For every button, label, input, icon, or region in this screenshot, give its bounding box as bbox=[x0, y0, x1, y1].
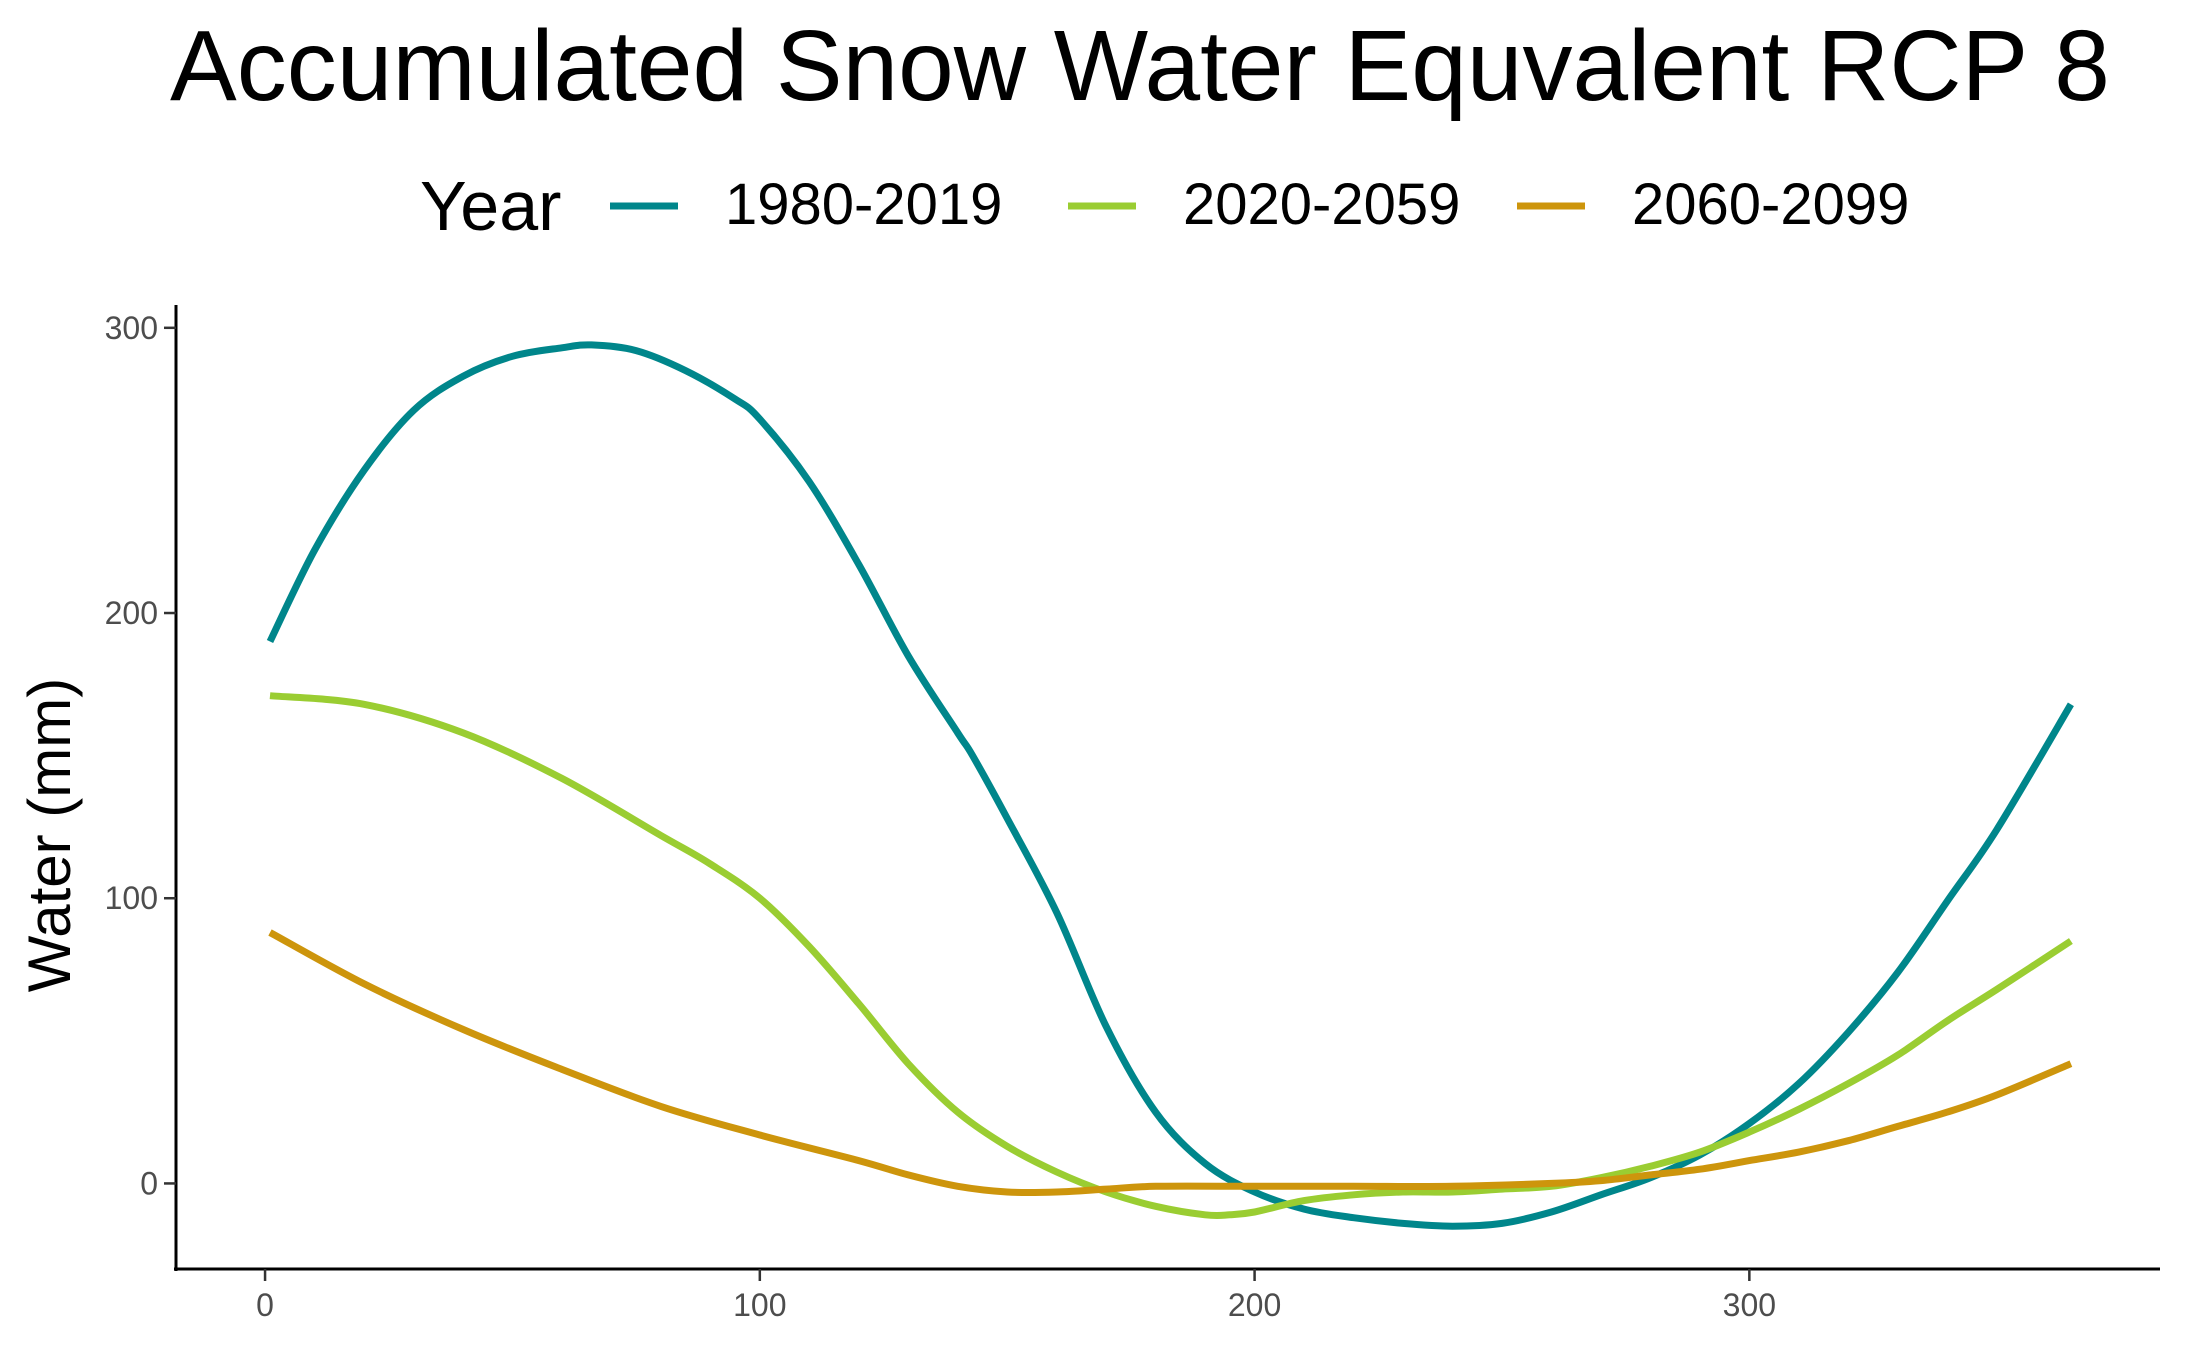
y-tick-label: 0 bbox=[140, 1165, 158, 1201]
x-tick-label: 100 bbox=[733, 1287, 786, 1323]
series-line-2020-2059 bbox=[269, 692, 2073, 1220]
series-line-2060-2099 bbox=[268, 929, 2073, 1197]
legend-label: 2060-2099 bbox=[1632, 172, 1909, 237]
x-ticks: 0 100 200 300 bbox=[256, 1269, 1776, 1323]
series-line-1980-2019 bbox=[266, 341, 2074, 1230]
legend-label: 2020-2059 bbox=[1183, 172, 1460, 237]
x-tick-label: 0 bbox=[256, 1287, 274, 1323]
legend: Year 1980-2019 2020-2059 2060-2099 bbox=[420, 167, 1909, 245]
series-layer bbox=[266, 341, 2074, 1230]
y-tick-label: 200 bbox=[105, 595, 158, 631]
y-axis-label: Water (mm) bbox=[16, 678, 83, 992]
y-tick-label: 300 bbox=[105, 310, 158, 346]
legend-label: 1980-2019 bbox=[725, 172, 1002, 237]
legend-title: Year bbox=[420, 167, 561, 245]
y-ticks: 0 100 200 300 bbox=[105, 310, 176, 1201]
x-tick-label: 300 bbox=[1723, 1287, 1776, 1323]
x-tick-label: 200 bbox=[1228, 1287, 1281, 1323]
y-tick-label: 100 bbox=[105, 880, 158, 916]
chart-title: Accumulated Snow Water Equvalent RCP 8 bbox=[170, 10, 2110, 122]
